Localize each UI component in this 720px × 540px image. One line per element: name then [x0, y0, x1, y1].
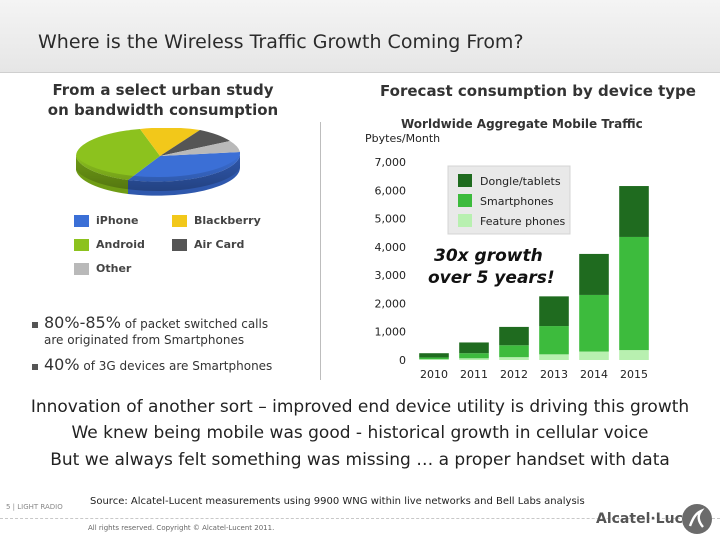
- bar-dongle-tablets-2014: [579, 253, 609, 295]
- pie-legend: iPhone Blackberry Android Air Card Other: [74, 214, 294, 284]
- pie-slice-android: [76, 156, 160, 180]
- bar-smartphones-2012: [499, 345, 529, 358]
- legend-swatch: [458, 214, 472, 227]
- pie-slice-aircard: [160, 130, 230, 156]
- y-axis-ticks: 0 1,000 2,000 3,000 4,000 5,000 6,000 7,000: [375, 156, 407, 367]
- source-note: Source: Alcatel-Lucent measurements usin…: [90, 496, 585, 507]
- x-tick-label: 2011: [460, 368, 488, 381]
- legend-item-iphone: iPhone: [74, 214, 139, 227]
- right-heading: Forecast consumption by device type: [380, 82, 696, 100]
- y-tick-label: 0: [399, 354, 406, 367]
- bar-dongle-tablets-2011: [459, 342, 489, 354]
- growth-annotation-line1: 30x growth: [434, 246, 543, 266]
- statement-2: We knew being mobile was good - historic…: [71, 423, 649, 443]
- y-tick-label: 3,000: [375, 269, 407, 282]
- pie-shading: [76, 154, 240, 192]
- legend-item-android: Android: [74, 238, 145, 251]
- legend-swatch: [458, 194, 472, 207]
- column-divider: [320, 122, 321, 380]
- y-tick-label: 4,000: [375, 241, 407, 254]
- y-tick-label: 1,000: [375, 326, 407, 339]
- y-tick-label: 2,000: [375, 297, 407, 310]
- slide-title: Where is the Wireless Traffic Growth Com…: [38, 31, 524, 53]
- chart-legend: Dongle/tablets Smartphones Feature phones: [447, 165, 571, 235]
- legend-swatch-aircard: [172, 239, 187, 251]
- left-heading-line2: on bandwidth consumption: [47, 101, 279, 119]
- legend-swatch-blackberry: [172, 215, 187, 227]
- bar-smartphones-2010: [419, 357, 449, 360]
- legend-label-other: Other: [96, 262, 132, 275]
- copyright-note: All rights reserved. Copyright © Alcatel…: [88, 524, 275, 532]
- legend-swatch-android: [74, 239, 89, 251]
- bar-dongle-tablets-2013: [539, 296, 569, 327]
- pie-slice-other: [160, 141, 240, 156]
- footer-rule: [0, 518, 720, 519]
- legend-item-other: Other: [74, 262, 131, 275]
- legend-swatch-other: [74, 263, 89, 275]
- bar-group: [419, 186, 649, 360]
- legend-label-blackberry: Blackberry: [194, 214, 261, 227]
- bar-feature-phones-2014: [579, 351, 609, 360]
- bar-feature-phones-2010: [419, 359, 449, 360]
- traffic-bar-chart: Worldwide Aggregate Mobile Traffic Pbyte…: [365, 117, 649, 381]
- legend-item-blackberry: Blackberry: [172, 214, 261, 227]
- bar-dongle-tablets-2015: [619, 186, 649, 237]
- growth-annotation-line2: over 5 years!: [428, 268, 555, 288]
- brand-name: Alcatel·Lucent: [596, 511, 710, 527]
- y-tick-label: 7,000: [375, 156, 407, 169]
- bullet-square-icon: [32, 321, 38, 328]
- title-bar: Where is the Wireless Traffic Growth Com…: [0, 0, 720, 73]
- bar-smartphones-2011: [459, 353, 489, 359]
- x-axis-ticks: 2010 2011 2012 2013 2014 2015: [420, 368, 648, 381]
- bar-smartphones-2015: [619, 236, 649, 351]
- x-tick-label: 2015: [620, 368, 648, 381]
- y-tick-label: 5,000: [375, 213, 407, 226]
- bullet-1-highlight: 80%-85%: [44, 313, 121, 332]
- legend-label-android: Android: [96, 238, 145, 251]
- legend-item-aircard: Air Card: [172, 238, 244, 251]
- x-tick-label: 2010: [420, 368, 448, 381]
- page-number: 5 | LIGHT RADIO: [6, 503, 63, 511]
- legend-label: Feature phones: [480, 215, 565, 228]
- pie-slice-blackberry: [140, 128, 200, 156]
- x-tick-label: 2013: [540, 368, 568, 381]
- bullet-1-continuation: are originated from Smartphones: [44, 333, 245, 347]
- statement-1: Innovation of another sort – improved en…: [30, 397, 690, 417]
- bar-feature-phones-2015: [619, 350, 649, 360]
- bar-feature-phones-2011: [459, 358, 489, 360]
- legend-label: Dongle/tablets: [480, 175, 561, 188]
- chart-ylabel: Pbytes/Month: [365, 132, 440, 145]
- bar-feature-phones-2012: [499, 357, 529, 360]
- bar-smartphones-2014: [579, 294, 609, 352]
- bullet-2-text: of 3G devices are Smartphones: [79, 359, 273, 373]
- legend-label-iphone: iPhone: [96, 214, 139, 227]
- bar-smartphones-2013: [539, 326, 569, 355]
- bullet-square-icon: [32, 363, 38, 370]
- pie-chart: [76, 128, 240, 196]
- left-heading: From a select urban study on bandwidth c…: [28, 80, 298, 120]
- bar-feature-phones-2013: [539, 354, 569, 360]
- bullet-2: 40% of 3G devices are Smartphones: [32, 355, 272, 374]
- left-heading-line1: From a select urban study: [52, 81, 274, 99]
- legend-label: Smartphones: [480, 195, 554, 208]
- alcatel-lucent-logo-icon: [682, 504, 712, 534]
- bar-dongle-tablets-2010: [419, 353, 449, 358]
- bullet-1-text: of packet switched calls: [120, 317, 269, 331]
- x-tick-label: 2012: [500, 368, 528, 381]
- legend-swatch: [458, 174, 472, 187]
- bullet-1: 80%-85% of packet switched calls: [32, 313, 268, 332]
- legend-swatch-iphone: [74, 215, 89, 227]
- x-tick-label: 2014: [580, 368, 608, 381]
- bullet-2-highlight: 40%: [44, 355, 80, 374]
- y-tick-label: 6,000: [375, 184, 407, 197]
- chart-title: Worldwide Aggregate Mobile Traffic: [401, 117, 643, 131]
- pie-slice-android-top: [76, 129, 160, 156]
- bar-dongle-tablets-2012: [499, 326, 529, 346]
- legend-label-aircard: Air Card: [194, 238, 245, 251]
- statement-3: But we always felt something was missing…: [50, 450, 670, 470]
